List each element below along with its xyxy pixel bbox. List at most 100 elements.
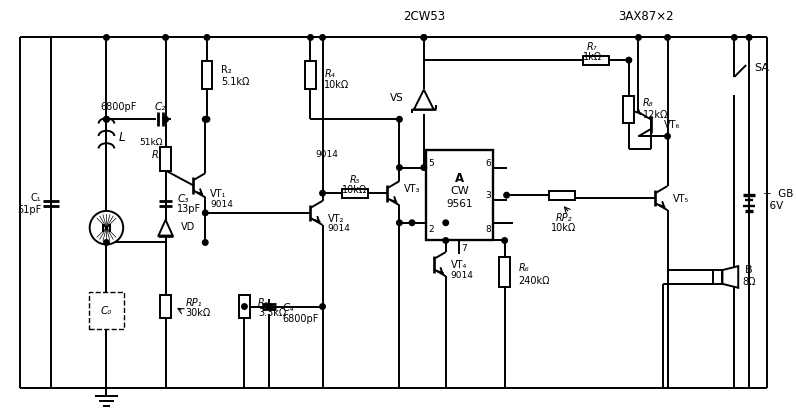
Bar — [549, 191, 575, 200]
Text: 10kΩ: 10kΩ — [324, 80, 349, 90]
Circle shape — [103, 36, 109, 41]
Circle shape — [202, 240, 208, 246]
Circle shape — [421, 36, 427, 41]
Text: 9014: 9014 — [210, 199, 233, 208]
Text: C₂: C₂ — [155, 102, 166, 112]
Circle shape — [636, 36, 642, 41]
Text: R₇: R₇ — [587, 42, 598, 52]
Circle shape — [665, 134, 670, 140]
Text: C₄: C₄ — [283, 302, 295, 312]
Text: 6V: 6V — [763, 201, 783, 211]
Circle shape — [103, 117, 109, 123]
Text: C₁
51pF: C₁ 51pF — [18, 193, 41, 214]
Circle shape — [502, 238, 507, 244]
Bar — [623, 96, 634, 124]
Circle shape — [308, 36, 314, 41]
Text: 6800pF: 6800pF — [283, 313, 319, 323]
Circle shape — [421, 165, 427, 171]
Text: 2: 2 — [428, 225, 434, 234]
Text: R₄: R₄ — [324, 69, 335, 79]
Text: VT₄: VT₄ — [451, 259, 467, 270]
Bar — [201, 62, 213, 90]
Circle shape — [163, 117, 168, 123]
Bar — [583, 57, 609, 65]
Text: VT₂: VT₂ — [327, 213, 344, 223]
Text: 2CW53: 2CW53 — [403, 10, 445, 23]
Circle shape — [626, 58, 631, 64]
Circle shape — [396, 221, 402, 226]
Text: VS: VS — [390, 93, 404, 102]
Text: 9014: 9014 — [327, 224, 350, 233]
Bar — [160, 147, 171, 171]
Text: 6: 6 — [485, 159, 491, 168]
Text: SA: SA — [754, 63, 769, 73]
Circle shape — [103, 117, 109, 123]
Bar — [499, 258, 510, 287]
Bar — [426, 150, 493, 241]
Text: VD: VD — [181, 221, 196, 231]
Circle shape — [320, 191, 326, 197]
Text: VT₃: VT₃ — [404, 184, 421, 194]
Bar — [239, 295, 250, 318]
Circle shape — [747, 36, 752, 41]
Text: R₁: R₁ — [152, 150, 162, 159]
Text: 10kΩ: 10kΩ — [551, 222, 576, 232]
Polygon shape — [158, 220, 173, 236]
Text: R₈: R₈ — [642, 97, 654, 107]
Circle shape — [103, 240, 109, 246]
Circle shape — [163, 36, 168, 41]
Text: 13pF: 13pF — [178, 204, 201, 214]
Circle shape — [320, 304, 326, 310]
Polygon shape — [414, 90, 434, 110]
Circle shape — [242, 304, 248, 310]
Text: 240kΩ: 240kΩ — [518, 275, 550, 285]
Text: CW: CW — [450, 186, 469, 196]
Text: 9014: 9014 — [451, 271, 474, 280]
Circle shape — [504, 193, 509, 198]
Text: 9014: 9014 — [315, 150, 338, 159]
Text: B: B — [745, 264, 753, 274]
Circle shape — [267, 304, 272, 310]
Text: 9561: 9561 — [446, 199, 473, 209]
Bar — [88, 292, 124, 330]
Circle shape — [409, 221, 415, 226]
Text: +  GB: + GB — [763, 189, 794, 199]
Text: VT₅: VT₅ — [673, 194, 689, 204]
Bar — [305, 62, 316, 90]
Circle shape — [443, 221, 448, 226]
Text: RP₁: RP₁ — [185, 297, 202, 307]
Circle shape — [732, 36, 737, 41]
Text: VT₁: VT₁ — [210, 189, 227, 199]
Text: 51kΩ: 51kΩ — [139, 138, 162, 147]
Text: M: M — [101, 223, 112, 233]
Polygon shape — [723, 266, 738, 288]
Text: 1kΩ: 1kΩ — [583, 52, 602, 62]
Circle shape — [202, 211, 208, 216]
Text: R₅: R₅ — [349, 175, 360, 185]
Text: 30kΩ: 30kΩ — [185, 308, 211, 318]
Text: L: L — [119, 130, 126, 143]
Bar — [160, 295, 171, 318]
Text: 8: 8 — [485, 225, 491, 234]
Circle shape — [396, 117, 402, 123]
Text: 10kΩ: 10kΩ — [342, 185, 368, 195]
Text: 8Ω: 8Ω — [743, 276, 756, 286]
Text: 3.3kΩ: 3.3kΩ — [258, 308, 287, 318]
Text: 3AX87×2: 3AX87×2 — [618, 10, 673, 23]
Circle shape — [443, 238, 448, 244]
Circle shape — [205, 36, 209, 41]
Text: C₀: C₀ — [101, 306, 112, 316]
Circle shape — [205, 117, 209, 123]
Bar — [342, 189, 368, 198]
Text: R₂
5.1kΩ: R₂ 5.1kΩ — [220, 65, 249, 86]
Text: A: A — [455, 171, 464, 185]
Text: 6800pF: 6800pF — [100, 102, 136, 112]
Bar — [712, 271, 723, 284]
Text: 7: 7 — [462, 243, 467, 252]
Circle shape — [90, 211, 123, 245]
Text: 5: 5 — [427, 159, 434, 168]
Text: R₆: R₆ — [518, 263, 529, 273]
Text: VT₆: VT₆ — [665, 120, 681, 130]
Circle shape — [202, 117, 208, 123]
Circle shape — [320, 36, 326, 41]
